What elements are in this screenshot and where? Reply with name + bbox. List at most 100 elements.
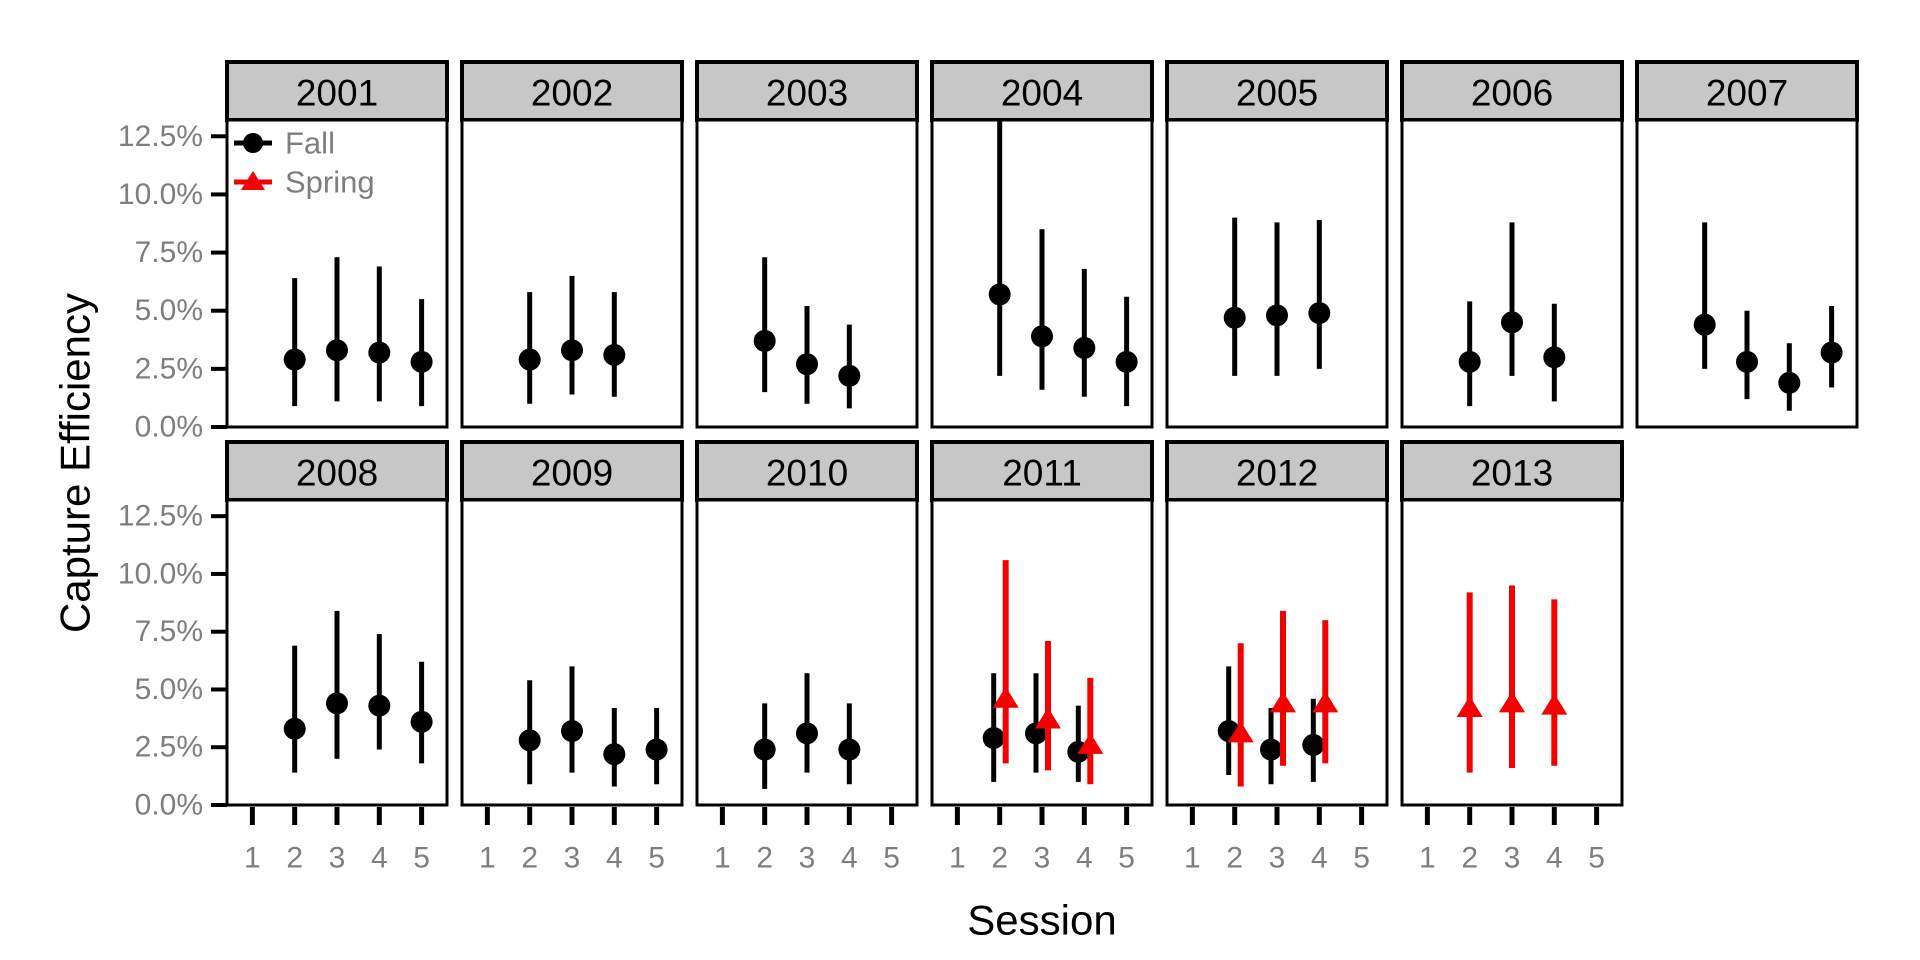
- facet-panel-2011: [930, 498, 1154, 807]
- spring-point-2012-s2: [1227, 721, 1254, 743]
- y-axis-tick-label: 5.0%: [135, 294, 203, 327]
- y-axis-tick-label: 12.5%: [118, 500, 203, 533]
- legend: Fall Spring: [234, 126, 375, 200]
- facet-strip-label-2007: 2007: [1706, 73, 1788, 114]
- x-axis-tick-label: 1: [949, 842, 966, 875]
- fall-point-2004-s3: [1031, 325, 1053, 348]
- x-axis-title: Session: [967, 897, 1116, 944]
- fall-point-2012-s3: [1260, 738, 1282, 761]
- facet-strip-2003: [695, 60, 919, 122]
- legend-key-triangle-icon: [241, 171, 265, 190]
- facet-strip-label-2013: 2013: [1471, 453, 1553, 494]
- facet-strip-label-2012: 2012: [1236, 453, 1318, 494]
- facet-strip-label-2011: 2011: [1002, 453, 1082, 494]
- facet-strip-label-2001: 2001: [296, 73, 378, 114]
- y-axis-tick-label: 5.0%: [135, 673, 203, 706]
- fall-point-2003-s4: [838, 364, 861, 387]
- y-axis-title: Capture Efficiency: [52, 293, 99, 633]
- fall-point-2002-s3: [561, 339, 583, 362]
- x-axis-tick-label: 4: [1546, 842, 1563, 875]
- spring-point-2012-s4: [1312, 691, 1339, 713]
- fall-point-2006-s3: [1501, 311, 1523, 334]
- legend-key-circle-icon: [243, 133, 263, 153]
- fall-point-2008-s2: [283, 717, 306, 740]
- y-axis-tick-label: 10.0%: [118, 178, 203, 211]
- facet-strip-2011: [930, 440, 1154, 502]
- y-axis-tick-label: 7.5%: [135, 615, 203, 648]
- fall-point-2003-s2: [753, 329, 776, 352]
- facet-strip-2009: [460, 440, 684, 502]
- x-axis-tick-label: 4: [841, 842, 858, 875]
- x-axis-tick-label: 2: [1226, 842, 1243, 875]
- y-axis-tick-label: 10.0%: [118, 557, 203, 590]
- y-axis-tick-label: 2.5%: [135, 731, 203, 764]
- fall-point-2010-s4: [838, 738, 861, 761]
- facet-strip-2004: [930, 60, 1154, 122]
- x-axis-tick-label: 1: [244, 842, 261, 875]
- x-axis-tick-label: 2: [286, 842, 303, 875]
- x-axis-tick-label: 4: [371, 842, 388, 875]
- x-axis-tick-label: 2: [521, 842, 538, 875]
- facet-strip-label-2005: 2005: [1236, 73, 1318, 114]
- facet-strip-2005: [1165, 60, 1389, 122]
- x-axis-tick-label: 2: [991, 842, 1008, 875]
- spring-point-2011-s4: [1077, 732, 1104, 754]
- facet-strip-label-2010: 2010: [766, 453, 848, 494]
- fall-point-2007-s3: [1736, 350, 1758, 373]
- y-axis-tick-label: 12.5%: [118, 120, 203, 153]
- fall-point-2002-s2: [518, 348, 541, 371]
- fall-point-2008-s4: [368, 694, 391, 717]
- x-axis-tick-label: 2: [1461, 842, 1478, 875]
- fall-point-2008-s3: [326, 692, 348, 715]
- fall-point-2005-s4: [1308, 302, 1331, 325]
- y-axis-tick-label: 2.5%: [135, 352, 203, 385]
- facet-strip-2002: [460, 60, 684, 122]
- fall-point-2011-s2: [982, 726, 1005, 749]
- legend-label-spring: Spring: [285, 165, 375, 200]
- fall-point-2004-s4: [1073, 336, 1096, 359]
- x-axis-tick-label: 3: [564, 842, 581, 875]
- y-axis-tick-label: 0.0%: [135, 789, 203, 822]
- facet-strip-2006: [1400, 60, 1624, 122]
- fall-point-2009-s4: [603, 743, 626, 766]
- fall-point-2008-s5: [410, 710, 433, 733]
- fall-point-2007-s4: [1778, 371, 1801, 394]
- facet-strip-label-2004: 2004: [1001, 73, 1083, 114]
- facet-strip-label-2002: 2002: [531, 73, 613, 114]
- x-axis-tick-label: 5: [648, 842, 665, 875]
- x-axis-tick-label: 1: [714, 842, 731, 875]
- x-axis-tick-label: 4: [1311, 842, 1328, 875]
- facet-strip-label-2003: 2003: [766, 73, 848, 114]
- fall-point-2002-s4: [603, 343, 626, 366]
- x-axis-tick-label: 2: [756, 842, 773, 875]
- x-axis-tick-label: 3: [329, 842, 346, 875]
- spring-point-2011-s2: [992, 686, 1019, 708]
- fall-point-2007-s5: [1820, 341, 1843, 364]
- legend-label-fall: Fall: [285, 126, 335, 161]
- y-axis-tick-label: 0.0%: [135, 411, 203, 444]
- spring-point-2011-s3: [1035, 707, 1061, 729]
- x-axis-tick-label: 1: [479, 842, 496, 875]
- x-axis-tick-label: 5: [1118, 842, 1135, 875]
- fall-point-2007-s2: [1693, 313, 1716, 336]
- x-axis-tick-label: 3: [799, 842, 816, 875]
- x-axis-tick-label: 5: [883, 842, 900, 875]
- x-axis-tick-label: 1: [1419, 842, 1436, 875]
- facet-strip-2008: [225, 440, 449, 502]
- spring-point-2012-s3: [1270, 691, 1296, 713]
- x-axis-tick-label: 1: [1184, 842, 1201, 875]
- fall-point-2005-s3: [1266, 304, 1288, 327]
- facet-strip-label-2009: 2009: [531, 453, 613, 494]
- x-axis-tick-label: 3: [1269, 842, 1286, 875]
- spring-point-2013-s4: [1541, 693, 1568, 715]
- fall-point-2003-s3: [796, 353, 818, 376]
- facet-strip-2007: [1635, 60, 1859, 122]
- fall-point-2005-s2: [1223, 306, 1246, 329]
- fall-point-2001-s5: [410, 350, 433, 373]
- x-axis-tick-label: 4: [606, 842, 623, 875]
- spring-point-2013-s3: [1499, 691, 1525, 713]
- fall-point-2001-s4: [368, 341, 391, 364]
- fall-point-2009-s3: [561, 720, 583, 743]
